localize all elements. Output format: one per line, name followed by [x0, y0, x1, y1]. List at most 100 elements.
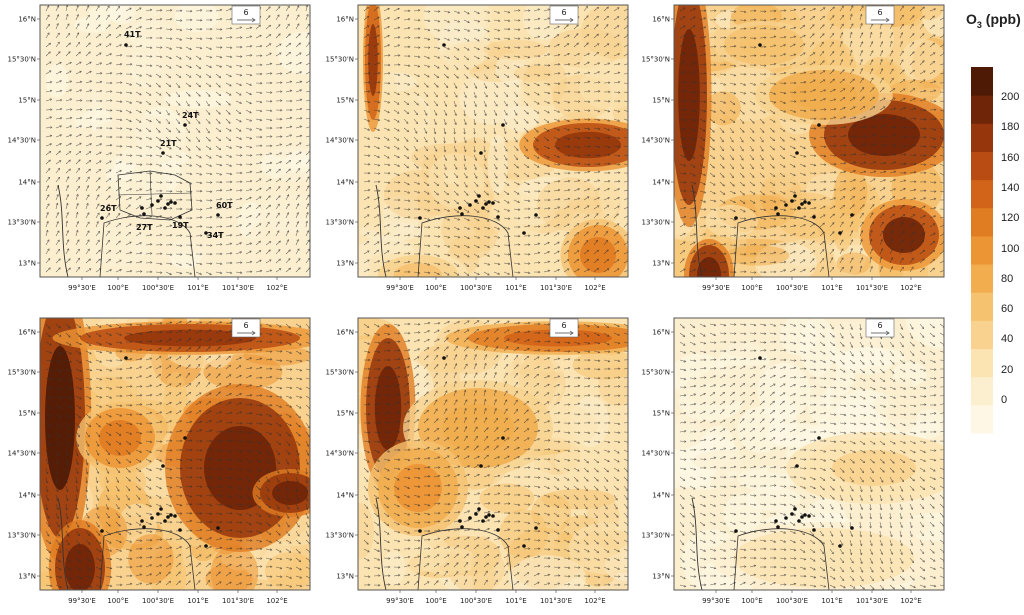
wind-arrowhead: [169, 56, 172, 60]
wind-arrowhead: [802, 24, 806, 28]
wind-arrowhead: [418, 235, 421, 238]
wind-arrow: [235, 100, 242, 104]
wind-arrowhead: [463, 113, 466, 117]
wind-arrow: [413, 82, 419, 88]
wind-arrowhead: [69, 80, 73, 83]
wind-arrow: [145, 198, 152, 201]
wind-arrow: [373, 62, 380, 66]
wind-arrowhead: [177, 85, 181, 88]
wind-arrow: [523, 27, 530, 30]
wind-arrowhead: [841, 23, 844, 27]
reference-vector-label: 6: [243, 8, 248, 17]
wind-arrowhead: [288, 177, 291, 181]
wind-arrow: [155, 181, 162, 183]
wind-arrowhead: [793, 155, 796, 159]
wind-arrow: [679, 172, 686, 174]
wind-arrowhead: [474, 158, 477, 161]
wind-arrowhead: [229, 242, 233, 246]
wind-arrowhead: [86, 202, 89, 206]
wind-arrow: [205, 91, 211, 97]
wind-arrow: [613, 145, 620, 148]
wind-arrow: [245, 205, 251, 210]
wind-arrowhead: [209, 272, 212, 276]
wind-arrow: [909, 145, 917, 147]
wind-arrow: [473, 37, 480, 42]
wind-arrow: [889, 171, 896, 174]
wind-arrowhead: [417, 9, 421, 12]
wind-arrow: [859, 126, 866, 129]
wind-arrowhead: [98, 24, 101, 27]
wind-arrowhead: [843, 170, 847, 174]
wind-arrowhead: [596, 6, 600, 10]
wind-arrowhead: [731, 175, 734, 179]
wind-arrowhead: [239, 73, 243, 77]
wind-arrow: [919, 205, 926, 210]
wind-arrowhead: [464, 149, 467, 153]
wind-arrow: [859, 59, 863, 66]
wind-arrow: [593, 222, 599, 228]
wind-arrow: [45, 230, 48, 237]
wind-arrow: [115, 109, 122, 112]
wind-arrow: [55, 41, 60, 48]
wind-arrowhead: [557, 250, 560, 253]
wind-arrow: [85, 61, 92, 66]
wind-arrow: [265, 269, 272, 273]
wind-arrow: [493, 154, 498, 161]
wind-arrowhead: [179, 173, 183, 176]
wind-arrowhead: [528, 252, 531, 256]
map-frame: [357, 4, 629, 278]
wind-arrowhead: [901, 221, 904, 224]
wind-arrow: [373, 145, 380, 149]
wind-arrowhead: [426, 183, 430, 186]
wind-arrow: [699, 53, 706, 57]
wind-arrow: [443, 253, 450, 256]
wind-arrow: [583, 268, 590, 273]
wind-arrow: [215, 100, 221, 106]
wind-arrow: [749, 163, 754, 169]
wind-arrow: [373, 52, 380, 57]
wind-arrow: [443, 163, 447, 170]
wind-arrow: [215, 73, 221, 78]
wind-arrow: [779, 118, 786, 122]
wind-arrow: [403, 27, 410, 30]
wind-arrowhead: [901, 59, 904, 62]
wind-arrow: [393, 17, 400, 21]
wind-arrow: [719, 226, 727, 228]
wind-arrow: [393, 8, 400, 12]
wind-arrowhead: [912, 60, 915, 63]
wind-arrowhead: [249, 26, 253, 30]
wind-arrow: [275, 258, 281, 264]
wind-arrow: [105, 250, 111, 255]
wind-arrowhead: [557, 110, 561, 113]
wind-arrow: [849, 41, 852, 48]
wind-arrowhead: [109, 160, 112, 163]
wind-arrowhead: [100, 126, 103, 130]
wind-arrowhead: [483, 140, 486, 144]
wind-arrowhead: [793, 129, 796, 132]
wind-arrowhead: [833, 188, 837, 192]
wind-arrow: [125, 261, 132, 264]
wind-arrowhead: [219, 155, 223, 158]
wind-arrowhead: [190, 28, 193, 31]
wind-arrowhead: [79, 70, 82, 74]
wind-arrowhead: [900, 40, 903, 44]
wind-arrowhead: [425, 94, 429, 97]
wind-arrow: [393, 234, 400, 237]
wind-arrow: [749, 235, 756, 238]
wind-arrowhead: [79, 61, 82, 64]
ozone-patch: [536, 177, 603, 231]
wind-arrow: [593, 90, 600, 93]
wind-arrow: [413, 243, 420, 246]
wind-arrow: [533, 109, 540, 114]
wind-arrow: [185, 127, 190, 133]
wind-arrowhead: [269, 161, 273, 165]
wind-arrow: [85, 80, 92, 84]
wind-arrow: [95, 212, 100, 219]
wind-arrowhead: [881, 221, 884, 225]
wind-arrow: [135, 232, 142, 237]
wind-arrow: [225, 234, 232, 237]
wind-arrow: [779, 217, 786, 219]
wind-arrow: [95, 108, 102, 111]
wind-arrowhead: [47, 176, 51, 180]
wind-arrowhead: [883, 179, 887, 182]
